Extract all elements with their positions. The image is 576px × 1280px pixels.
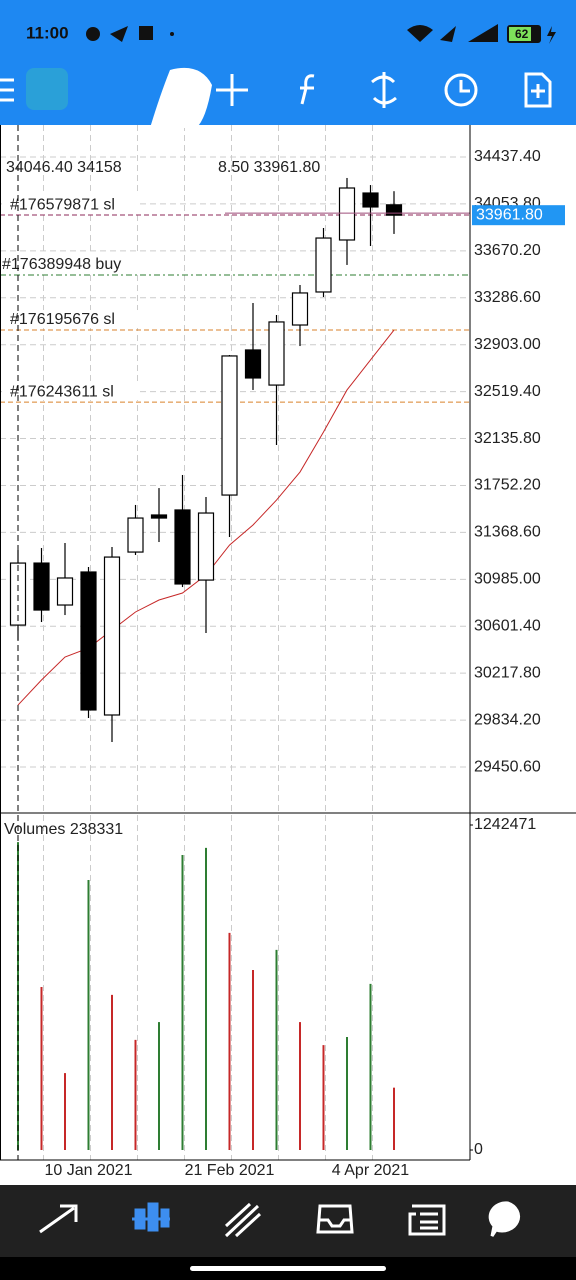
status-icon [170,32,174,36]
status-bar: 11:00 62 [26,23,556,44]
trade-button[interactable] [371,72,397,108]
y-tick-label: 31368.60 [474,524,541,541]
nav-history[interactable] [316,1204,354,1234]
y-tick-label: 32903.00 [474,336,541,353]
order-label: #176243611 sl [10,383,114,400]
candle-body [221,355,238,496]
top-bar [0,0,576,125]
charging-icon [547,26,556,44]
candle-body [174,509,191,585]
candle-body [150,514,168,519]
order-label: #176195676 sl [10,311,115,328]
y-tick-label: 30217.80 [474,664,541,681]
current-price-label: 33961.80 [476,206,543,223]
timeframe-button[interactable] [444,73,478,107]
candle-body [80,571,97,711]
candle-body [315,237,332,293]
nav-news[interactable] [408,1204,446,1236]
ohlc-header: 8.50 33961.80 [218,159,320,176]
y-tick-label: 33670.20 [474,242,541,259]
y-tick-label: 33286.60 [474,289,541,306]
candle-body [33,562,50,611]
nav-trade[interactable] [224,1202,262,1238]
nav-chart[interactable] [132,1202,170,1232]
order-label: #176389948 buy [2,256,121,273]
indicators-button[interactable] [300,74,315,105]
status-icon [86,27,100,41]
volume-title: Volumes 238331 [4,821,123,838]
y-tick-label: 1242471 [474,816,536,833]
location-icon [440,26,456,42]
y-tick-label: 30601.40 [474,617,541,634]
app-logo[interactable] [26,68,68,110]
candle-body [103,556,121,716]
toolbar [0,68,552,110]
order-label: #176579871 sl [10,196,115,213]
y-tick-label: 30985.00 [474,571,541,588]
battery-text: 62 [515,27,529,41]
nav-quotes[interactable] [39,1204,78,1234]
y-tick-label: 0 [474,1141,483,1158]
y-tick-label: 32519.40 [474,383,541,400]
chart-area: 34437.4034053.8033670.2033286.6032903.00… [0,125,576,1179]
candle-body [127,517,144,553]
clock: 11:00 [26,23,69,42]
battery-level [509,27,531,41]
nav-chat[interactable] [488,1201,521,1237]
wifi-icon [407,25,433,42]
order-label-bg [2,310,138,329]
candle-body [385,204,403,216]
y-tick-label: 29834.20 [474,711,541,728]
candle-body [291,292,309,326]
candle-body [362,192,379,208]
touch-indicator [150,67,212,128]
ohlc-header: 34046.40 34158 [6,159,122,176]
order-label-bg [2,195,138,214]
timeframe-hand [459,80,470,93]
crosshair-button[interactable] [216,74,248,106]
menu-button[interactable] [0,78,14,102]
x-tick-label: 21 Feb 2021 [185,1162,275,1179]
candle-body [197,512,215,581]
current-price-box [472,205,565,226]
home-indicator [190,1266,386,1271]
y-tick-label: 31752.20 [474,477,541,494]
x-tick-label: 4 Apr 2021 [332,1162,410,1179]
y-tick-label: 29450.60 [474,758,541,775]
candle-body [56,577,74,606]
nav-icons [39,1201,521,1238]
candle-body [268,321,285,386]
order-label-bg [2,254,138,273]
candle-body [338,187,356,241]
candle-body [244,349,262,379]
y-tick-label: 32135.80 [474,430,541,447]
status-icon [139,26,153,40]
order-label-bg [2,382,138,401]
x-tick-label: 10 Jan 2021 [44,1162,132,1179]
status-icon [110,26,128,42]
y-tick-label: 34437.40 [474,148,541,165]
bottom-nav [0,1185,576,1257]
new-order-button[interactable] [524,72,552,108]
signal-icon [468,24,498,42]
